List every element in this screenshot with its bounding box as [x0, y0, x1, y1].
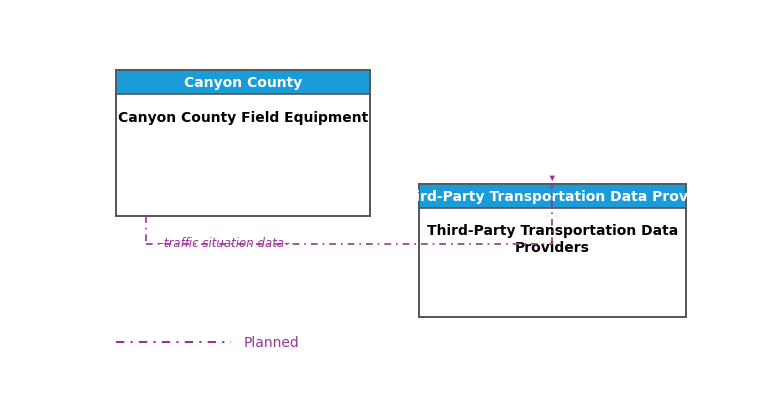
- Text: –traffic situation data–: –traffic situation data–: [159, 236, 290, 249]
- Text: Third-Party Transportation Data Provi...: Third-Party Transportation Data Provi...: [396, 189, 708, 203]
- Text: Third-Party Transportation Data
Providers: Third-Party Transportation Data Provider…: [427, 224, 678, 254]
- Bar: [116, 71, 371, 216]
- Text: Canyon County Field Equipment: Canyon County Field Equipment: [118, 110, 368, 124]
- Text: Canyon County: Canyon County: [184, 76, 303, 90]
- Bar: [116, 71, 371, 95]
- Text: Planned: Planned: [243, 335, 299, 349]
- Bar: [419, 184, 686, 317]
- Bar: [419, 184, 686, 208]
